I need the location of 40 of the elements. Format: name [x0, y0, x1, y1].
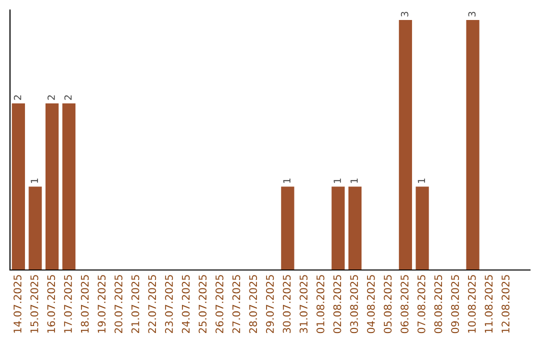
x-tick-label: 31.07.2025: [300, 275, 308, 334]
data-label: 1: [350, 178, 358, 183]
data-label: 1: [418, 178, 425, 183]
x-tick-label: 23.07.2025: [165, 275, 173, 334]
x-tick-label: 10.08.2025: [468, 275, 476, 333]
x-tick-label: 07.08.2025: [417, 275, 426, 334]
data-label: 1: [30, 178, 38, 183]
x-tick-label: 18.07.2025: [80, 275, 89, 333]
x-tick-label: 21.07.2025: [131, 275, 140, 334]
data-label: 3: [400, 12, 408, 16]
x-tick-label: 05.08.2025: [384, 275, 392, 334]
data-label: 3: [468, 12, 476, 16]
data-label: 2: [64, 95, 72, 100]
x-tick-label: 28.07.2025: [249, 275, 258, 334]
x-tick-label: 29.07.2025: [266, 275, 274, 334]
data-label: 2: [48, 95, 55, 100]
x-tick-label: 25.07.2025: [198, 275, 207, 334]
x-tick-label: 24.07.2025: [182, 275, 190, 334]
x-tick-label: 26.07.2025: [216, 275, 224, 334]
x-tick-label: 06.08.2025: [400, 275, 408, 334]
x-tick-label: 22.07.2025: [148, 275, 156, 334]
x-tick-label: 12.08.2025: [502, 275, 510, 333]
x-tick-label: 16.07.2025: [47, 275, 56, 333]
x-tick-label: 01.08.2025: [316, 275, 324, 334]
x-tick-label: 30.07.2025: [282, 275, 291, 334]
x-tick-label: 27.07.2025: [232, 275, 240, 334]
x-tick-label: 15.07.2025: [30, 275, 38, 333]
x-tick-label: 04.08.2025: [366, 275, 375, 334]
x-tick-label: 08.08.2025: [434, 275, 442, 334]
x-tick-label: 09.08.2025: [451, 275, 459, 334]
data-label: 1: [283, 178, 290, 183]
data-label: 1: [334, 178, 341, 183]
x-tick-label: 03.08.2025: [350, 275, 358, 334]
x-tick-label: 11.08.2025: [484, 275, 493, 333]
x-tick-label: 14.07.2025: [14, 275, 22, 333]
x-tick-label: 02.08.2025: [333, 275, 342, 334]
x-tick-label: 20.07.2025: [114, 275, 122, 334]
data-label: 2: [14, 95, 22, 100]
x-tick-label: 17.07.2025: [64, 275, 72, 333]
x-tick-label: 19.07.2025: [98, 275, 106, 333]
